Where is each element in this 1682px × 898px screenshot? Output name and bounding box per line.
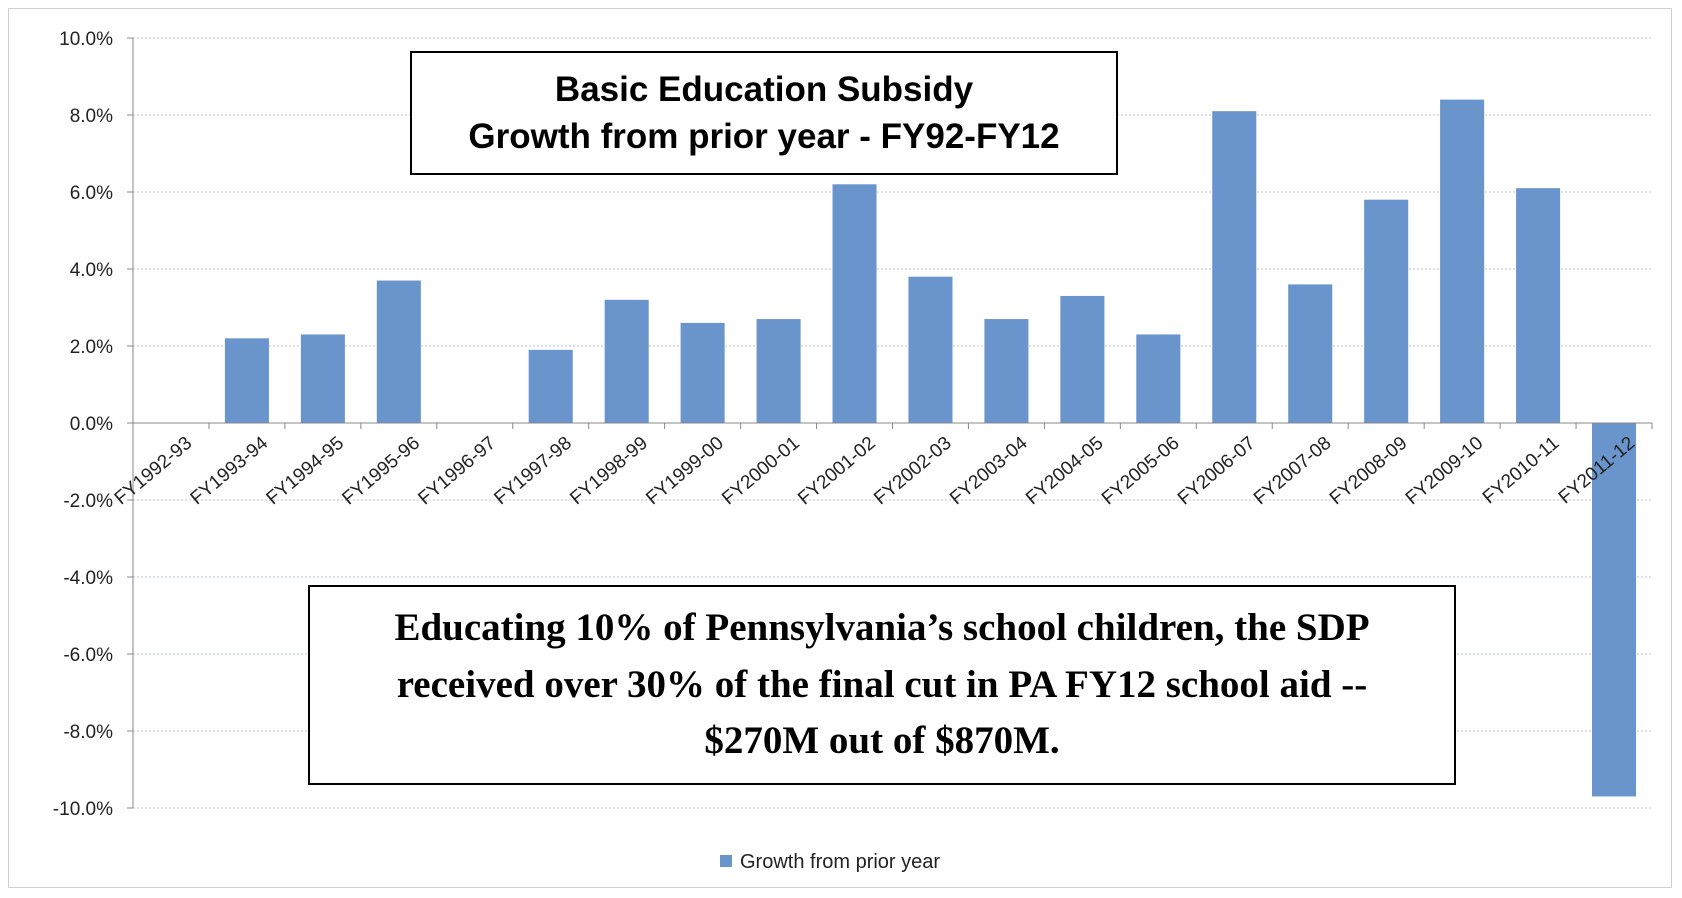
- y-tick-label: 0.0%: [70, 414, 113, 435]
- legend: Growth from prior year: [720, 851, 940, 873]
- x-category-label: FY2004-05: [1022, 433, 1108, 510]
- bar: [224, 338, 269, 423]
- y-tick-label: -6.0%: [63, 645, 113, 666]
- bar: [1516, 188, 1561, 423]
- bars: [224, 99, 1637, 797]
- x-category-label: FY2007-08: [1250, 433, 1336, 510]
- x-category-label: FY1996-97: [414, 433, 500, 510]
- bar: [1440, 99, 1485, 423]
- x-category-label: FY1999-00: [642, 433, 728, 510]
- bar: [1212, 111, 1257, 424]
- x-category-label: FY2003-04: [946, 432, 1032, 509]
- y-tick-label: 4.0%: [70, 260, 113, 281]
- y-tick-label: 8.0%: [70, 106, 113, 127]
- chart-title-box: Basic Education Subsidy Growth from prio…: [410, 51, 1118, 175]
- bar: [680, 322, 725, 423]
- y-axis-tick-labels: 10.0% 8.0% 6.0% 4.0% 2.0% 0.0% -2.0% -4.0% -6.0%…: [53, 29, 113, 820]
- x-category-label: FY2008-09: [1326, 433, 1412, 510]
- bar: [908, 276, 953, 423]
- y-tick-label: -2.0%: [63, 491, 113, 512]
- x-category-label: FY1995-96: [339, 433, 425, 510]
- x-axis-category-labels: FY1992-93FY1993-94FY1994-95FY1995-96FY19…: [111, 432, 1640, 509]
- x-category-label: FY2005-06: [1098, 433, 1184, 510]
- y-tick-label: 10.0%: [59, 29, 113, 50]
- x-category-label: FY2010-11: [1479, 433, 1563, 509]
- y-tick-label: -8.0%: [63, 722, 113, 743]
- bar: [984, 319, 1029, 423]
- annotation-text: Educating 10% of Pennsylvania’s school c…: [394, 606, 1370, 763]
- annotation-box: Educating 10% of Pennsylvania’s school c…: [308, 585, 1456, 785]
- legend-swatch: [720, 855, 732, 867]
- bar: [528, 349, 573, 423]
- bar: [1136, 334, 1181, 423]
- bar: [1591, 423, 1637, 797]
- x-category-label: FY1992-93: [111, 433, 197, 510]
- y-tick-label: 6.0%: [70, 183, 113, 204]
- bar: [1060, 295, 1105, 423]
- bar: [832, 184, 877, 423]
- x-category-label: FY1997-98: [490, 433, 576, 510]
- y-tick-label: 2.0%: [70, 337, 113, 358]
- bar: [756, 319, 801, 423]
- bar: [604, 299, 649, 423]
- bar: [1288, 284, 1333, 423]
- axes: [127, 37, 1653, 809]
- y-tick-label: -10.0%: [53, 799, 113, 820]
- x-category-label: FY2002-03: [870, 433, 956, 510]
- x-category-label: FY1993-94: [187, 432, 273, 509]
- bar: [300, 334, 345, 423]
- y-tick-label: -4.0%: [63, 568, 113, 589]
- x-category-label: FY2006-07: [1174, 433, 1260, 510]
- legend-label: Growth from prior year: [740, 851, 940, 873]
- chart-subtitle: Growth from prior year - FY92-FY12: [468, 117, 1060, 156]
- x-category-label: FY2000-01: [718, 433, 804, 510]
- bar: [1364, 199, 1409, 423]
- x-category-label: FY2001-02: [794, 433, 880, 510]
- chart-frame: [8, 8, 1672, 888]
- bar: [376, 280, 421, 423]
- x-category-label: FY1994-95: [263, 433, 349, 510]
- chart-title: Basic Education Subsidy: [554, 69, 974, 109]
- x-category-label: FY2009-10: [1402, 433, 1488, 510]
- x-category-label: FY1998-99: [566, 433, 652, 510]
